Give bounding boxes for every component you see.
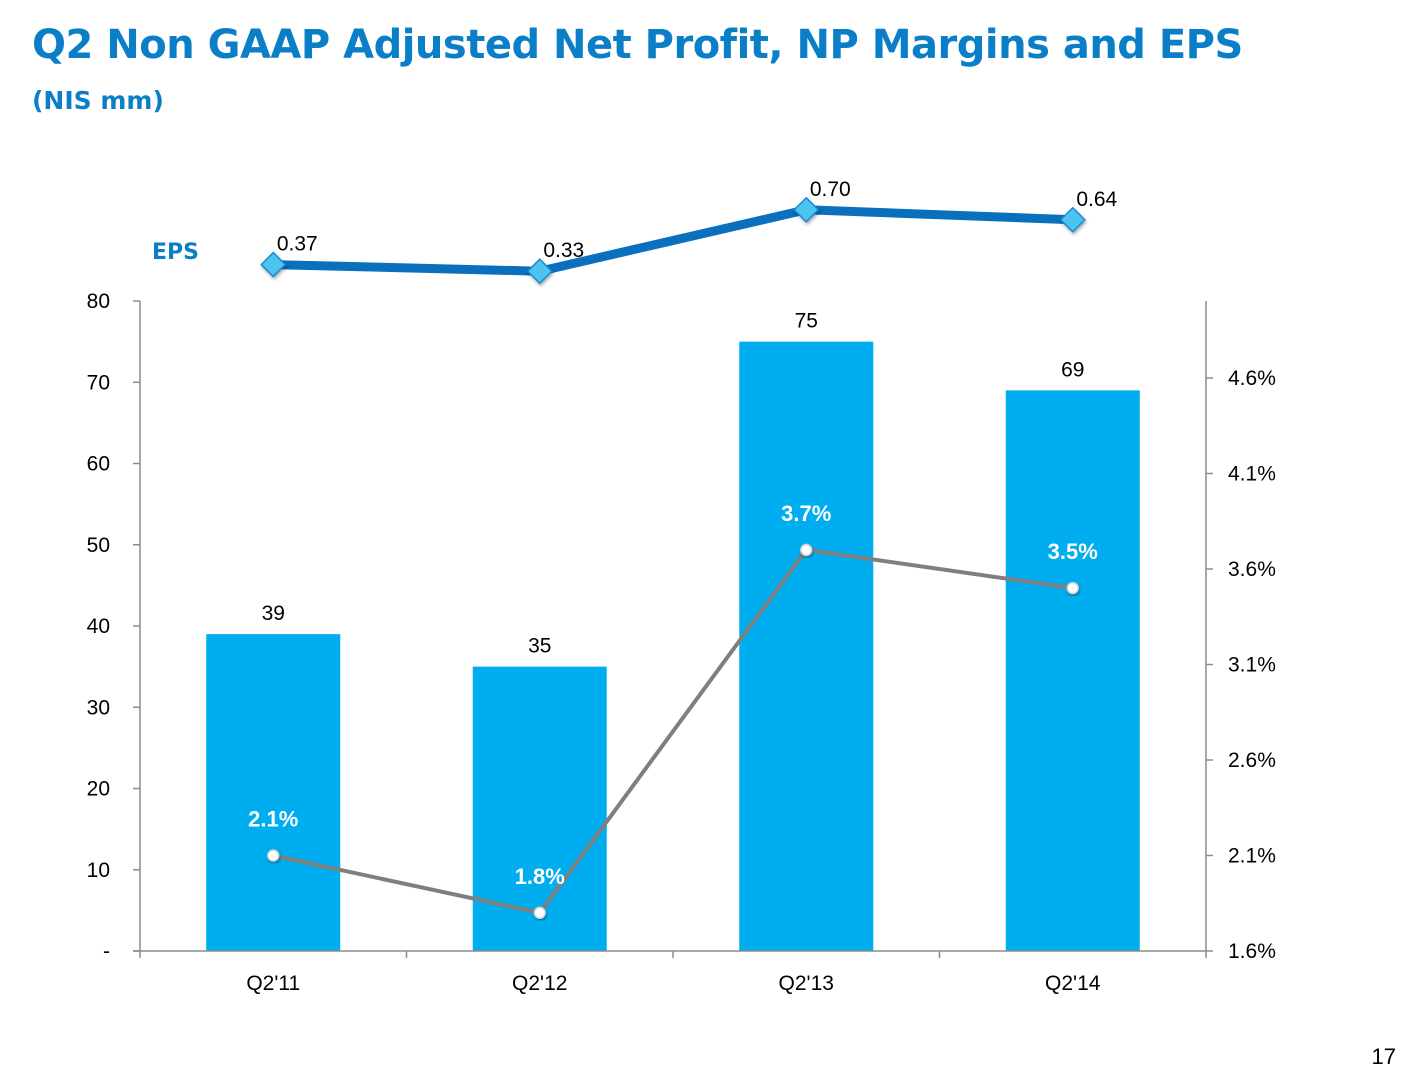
left-axis-tick-label: 20 [87, 778, 110, 801]
left-axis-tick-label: 60 [87, 453, 110, 476]
eps-line [273, 205, 1073, 276]
margin-point [267, 849, 280, 862]
left-axis-tick-label: 40 [87, 615, 110, 638]
eps-series-label: EPS [152, 240, 199, 265]
axes-layer: - 10 20 30 40 50 60 70 80 1.6% 2.1% 2.6% 3.1% 3.6% 4.1… [87, 290, 1276, 995]
eps-layer: 0.37 0.33 0.70 0.64 [260, 178, 1118, 285]
bar-4 [1005, 390, 1140, 951]
margin-layer: 2.1% 1.8% 3.7% 3.5% [248, 501, 1098, 920]
right-axis-tick-label: 4.6% [1228, 367, 1276, 390]
bar-1 [206, 634, 341, 951]
bar-value-label: 75 [795, 310, 818, 333]
left-axis-tick-label: 70 [87, 371, 110, 394]
right-axis-tick-label: 4.1% [1228, 463, 1276, 486]
right-axis-tick-label: 2.6% [1228, 749, 1276, 772]
margin-value-label: 2.1% [248, 807, 298, 832]
bar-value-label: 39 [262, 602, 285, 625]
left-axis-tick-label: 30 [87, 696, 110, 719]
right-axis-tick-label: 3.6% [1228, 558, 1276, 581]
right-axis-tick-label: 1.6% [1228, 940, 1276, 963]
margin-point [533, 906, 546, 920]
margin-value-label: 1.8% [515, 864, 565, 889]
margin-point [800, 543, 813, 557]
left-axis-tick-label: 80 [87, 290, 110, 313]
margin-value-label: 3.5% [1048, 539, 1098, 564]
right-axis-tick-label: 2.1% [1228, 845, 1276, 868]
eps-value-label: 0.70 [810, 178, 851, 201]
eps-value-label: 0.33 [543, 239, 584, 262]
page-subtitle: (NIS mm) [32, 86, 164, 115]
left-axis-tick-label: 50 [87, 534, 110, 557]
bar-value-label: 35 [528, 635, 551, 658]
page-number: 17 [1371, 1044, 1396, 1069]
bar-value-label: 69 [1061, 358, 1084, 381]
x-axis-tick-label: Q2'11 [246, 972, 300, 995]
left-axis-tick-label: - [103, 940, 110, 963]
left-axis-tick-label: 10 [87, 859, 110, 882]
eps-point [793, 196, 820, 223]
page-title: Q2 Non GAAP Adjusted Net Profit, NP Marg… [32, 22, 1243, 68]
eps-value-label: 0.64 [1076, 188, 1117, 211]
x-axis-tick-label: Q2'13 [779, 972, 834, 995]
right-axis-tick-label: 3.1% [1228, 654, 1276, 677]
eps-value-label: 0.37 [277, 233, 318, 256]
x-axis-tick-label: Q2'12 [512, 972, 567, 995]
bar-3 [739, 341, 874, 951]
bars-layer: 39 35 75 69 [206, 310, 1140, 951]
eps-point [526, 258, 553, 285]
eps-point [260, 251, 287, 278]
margin-line [272, 547, 1074, 915]
margin-value-label: 3.7% [781, 501, 831, 526]
margin-point [1066, 581, 1079, 595]
x-axis-tick-label: Q2'14 [1045, 972, 1101, 995]
eps-point [1059, 206, 1086, 233]
